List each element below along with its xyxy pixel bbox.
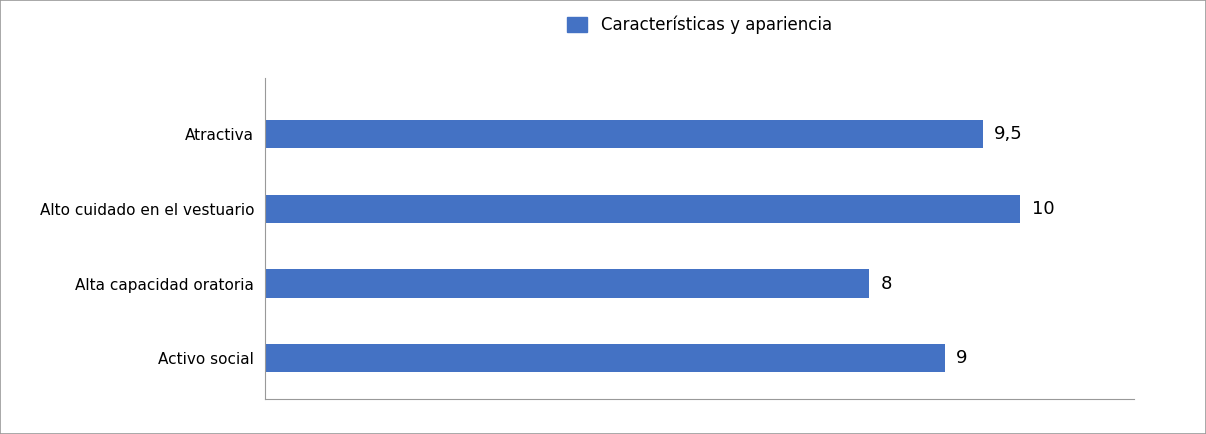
Legend: Características y apariencia: Características y apariencia xyxy=(567,16,832,34)
Bar xyxy=(265,344,944,372)
Bar xyxy=(265,120,983,148)
Bar xyxy=(265,194,1020,223)
Text: 10: 10 xyxy=(1031,200,1054,218)
Text: 9,5: 9,5 xyxy=(994,125,1023,143)
Text: 9: 9 xyxy=(956,349,967,367)
Text: 8: 8 xyxy=(880,275,892,293)
Bar xyxy=(265,270,870,298)
